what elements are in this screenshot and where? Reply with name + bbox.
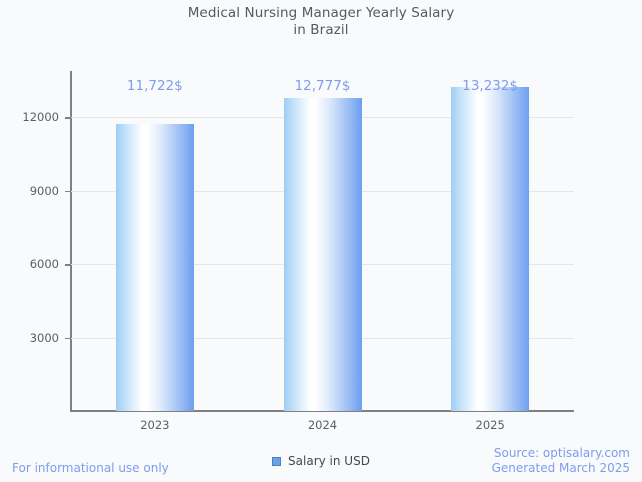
footer-source: Source: optisalary.com Generated March 2… bbox=[492, 446, 630, 476]
x-axis-tick-label-2024: 2024 bbox=[307, 418, 338, 432]
bar-2024[interactable]: 12,777$ bbox=[283, 78, 362, 411]
bar-value-label-2023: 11,722$ bbox=[126, 78, 183, 95]
chart-legend: Salary in USD bbox=[0, 454, 642, 468]
y-axis-tick-mark bbox=[65, 264, 71, 266]
y-axis-tick-label: 12000 bbox=[22, 110, 59, 125]
bar-value-label-2024: 12,777$ bbox=[294, 78, 351, 95]
bar-2023[interactable]: 11,722$ bbox=[115, 78, 194, 411]
x-axis-tick-label-2023: 2023 bbox=[140, 418, 170, 432]
bar-fill bbox=[283, 98, 362, 411]
footer-source-line: Source: optisalary.com bbox=[493, 446, 630, 460]
bar-fill bbox=[115, 124, 194, 411]
y-axis-tick-label: 6000 bbox=[29, 257, 59, 272]
chart-title-line-1: Medical Nursing Manager Yearly Salary bbox=[187, 5, 455, 21]
y-axis-tick-label: 9000 bbox=[29, 183, 59, 198]
y-axis-tick-label: 3000 bbox=[29, 330, 59, 345]
x-axis-tick-label-2025: 2025 bbox=[475, 418, 505, 432]
chart-title: Medical Nursing Manager Yearly Salary in… bbox=[0, 5, 642, 39]
plot-area: 3000 6000 9000 12000 11,722$ 12,777$ 13,232$ bbox=[22, 71, 574, 411]
legend-label-salary-in-usd: Salary in USD bbox=[288, 454, 370, 468]
y-axis-tick-mark bbox=[65, 190, 71, 193]
y-axis-line bbox=[70, 71, 72, 412]
legend-swatch-salary-in-usd bbox=[272, 456, 282, 466]
bar-fill bbox=[451, 87, 530, 411]
y-axis-tick-mark bbox=[65, 117, 71, 119]
chart-title-line-2: in Brazil bbox=[293, 22, 349, 38]
bar-value-label-2025: 13,232$ bbox=[462, 78, 519, 95]
footer-disclaimer: For informational use only bbox=[12, 461, 169, 475]
y-axis-tick-mark bbox=[65, 337, 71, 340]
bar-2025[interactable]: 13,232$ bbox=[451, 78, 530, 411]
footer-generated-line: Generated March 2025 bbox=[491, 461, 630, 475]
